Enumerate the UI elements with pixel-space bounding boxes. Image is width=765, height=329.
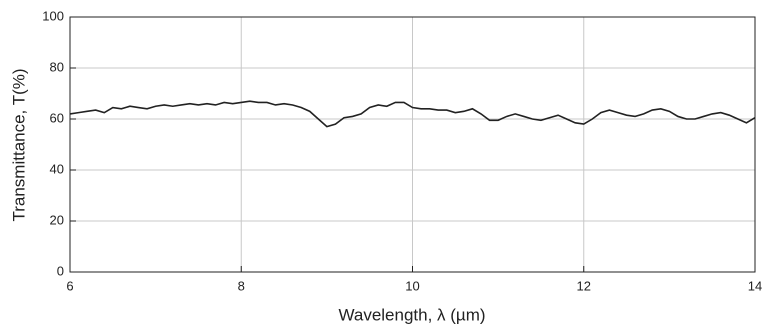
y-tick-label: 0 [57,263,64,278]
y-tick-label: 80 [50,59,64,74]
x-axis-label: Wavelength, λ (µm) [338,305,485,324]
plot-frame [69,16,756,273]
y-tick-label: 20 [50,212,64,227]
y-tick-label: 40 [50,161,64,176]
x-tick-label: 6 [66,278,73,293]
x-tick-label: 12 [577,278,591,293]
x-tick-label: 14 [748,278,762,293]
y-axis-label: Transmittance, T(%) [9,68,28,221]
x-tick-label: 8 [238,278,245,293]
y-tick-label: 60 [50,110,64,125]
x-tick-label: 10 [405,278,419,293]
data-line [69,100,756,128]
y-tick-label: 100 [42,8,64,23]
